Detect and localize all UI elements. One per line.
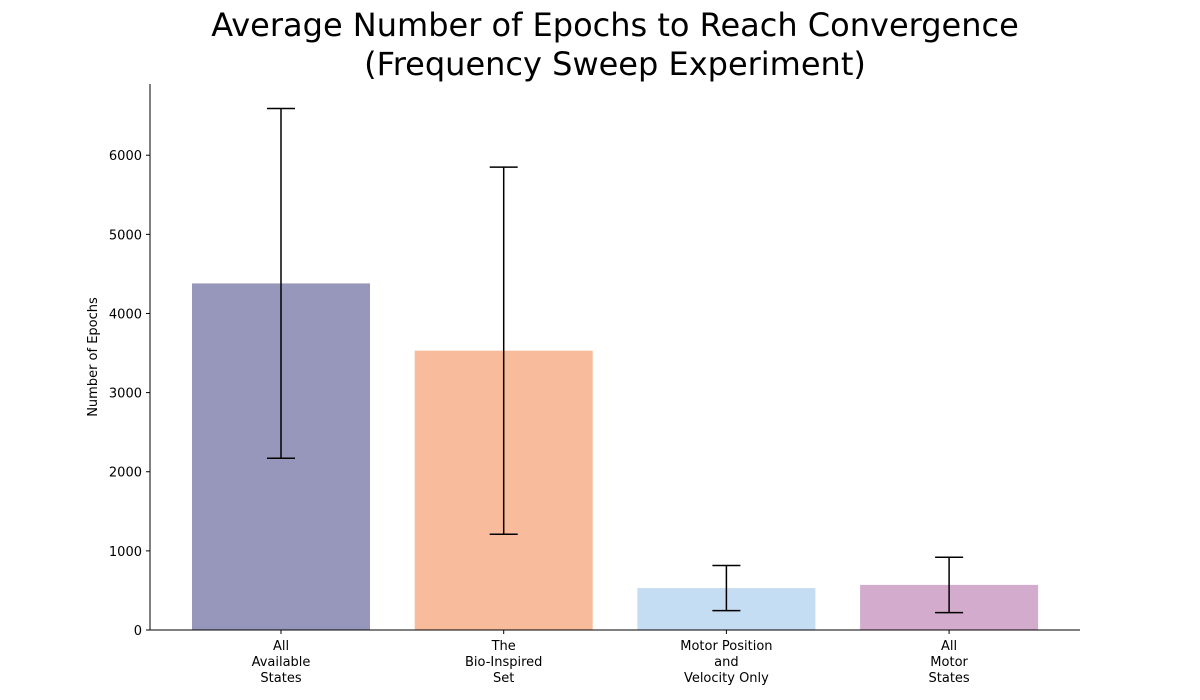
x-tick-label-line: Bio-Inspired: [465, 655, 542, 670]
x-tick-label-line: Set: [493, 671, 514, 686]
x-tick-label: All Motor States: [929, 639, 970, 686]
x-tick-label-line: Available: [252, 655, 311, 670]
error-bar-2: [489, 166, 518, 536]
y-tick-label: 5000: [109, 228, 142, 243]
x-tick-label-line: Velocity Only: [684, 671, 769, 686]
chart-title-line-1: Average Number of Epochs to Reach Conver…: [211, 6, 1019, 44]
x-tick-label-line: Motor Position: [680, 639, 772, 654]
x-tick-label-line: All: [941, 639, 957, 654]
x-tick-label: All Available States: [252, 639, 311, 686]
error-bar-3: [712, 564, 741, 612]
error-bar-1: [267, 107, 295, 460]
y-tick-label: 0: [134, 624, 142, 639]
x-tick-label-line: The: [491, 639, 516, 654]
x-tick-label-line: States: [929, 671, 970, 686]
x-tick-label-line: All: [273, 639, 289, 654]
x-tick-label-line: and: [714, 655, 738, 670]
x-tick-label-line: Motor: [930, 655, 968, 670]
chart-title: Average Number of Epochs to Reach Conver…: [0, 6, 1200, 84]
y-tick-label: 3000: [109, 387, 142, 402]
y-ticks-group: 0 1000 2000 3000 4000 5000 6000: [109, 149, 150, 639]
y-tick-label: 2000: [109, 466, 142, 481]
y-axis-label: Number of Epochs: [86, 297, 101, 417]
y-tick-label: 6000: [109, 149, 142, 164]
y-tick-label: 4000: [109, 307, 142, 322]
error-bar-4: [935, 556, 964, 614]
x-tick-label-line: States: [260, 671, 301, 686]
x-tick-label: Motor Position and Velocity Only: [680, 639, 772, 686]
y-tick-label: 1000: [109, 545, 142, 560]
chart-title-line-2: (Frequency Sweep Experiment): [364, 45, 866, 83]
error-bars-group: [267, 107, 964, 614]
bars-group: [192, 283, 1039, 630]
x-tick-label: The Bio-Inspired Set: [465, 639, 542, 686]
